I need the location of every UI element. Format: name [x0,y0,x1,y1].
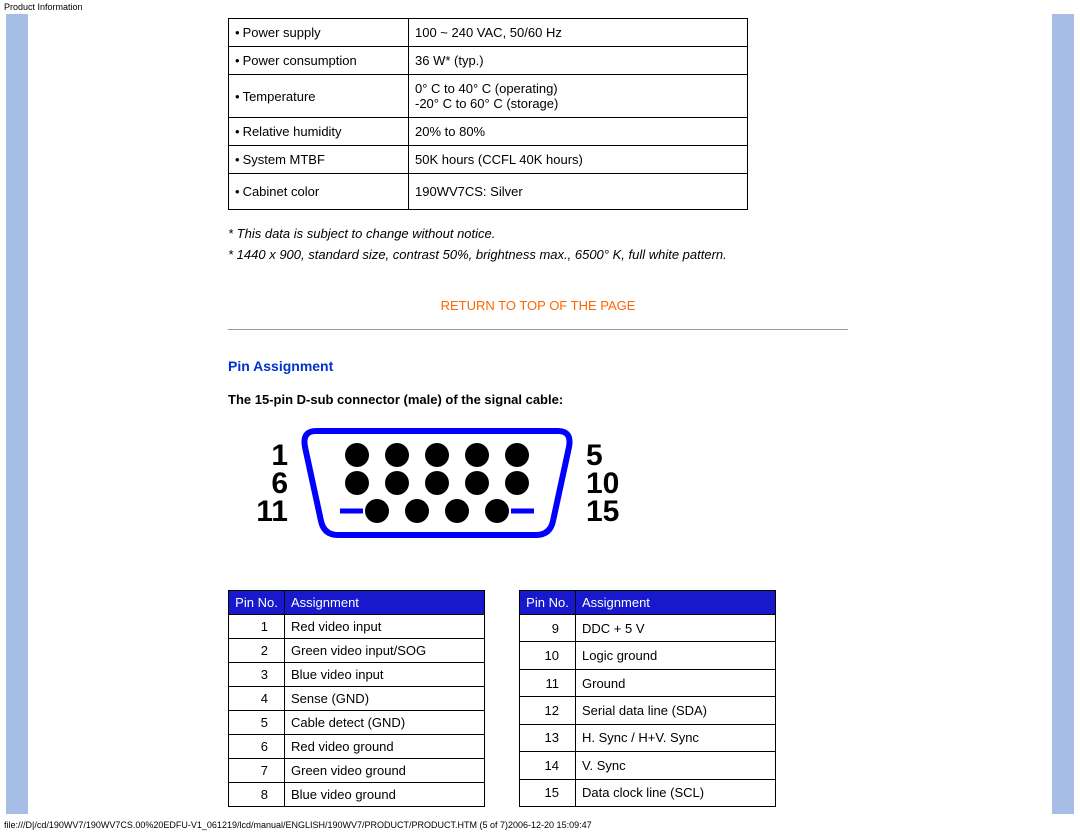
pin-assignment: Green video ground [285,759,485,783]
table-row: 9DDC + 5 V [520,615,776,642]
page-footer-text: file:///D|/cd/190WV7/190WV7CS.00%20EDFU-… [0,814,1080,832]
table-row: 11Ground [520,669,776,696]
note-line-2: * 1440 x 900, standard size, contrast 50… [228,247,1052,262]
pin-assignment: Sense (GND) [285,687,485,711]
page-header-text: Product Information [0,0,1080,14]
content-area: •Power supply100 ~ 240 VAC, 50/60 Hz•Pow… [28,14,1052,814]
section-divider [228,329,848,330]
table-row: 8Blue video ground [229,783,485,807]
pin-number: 15 [520,779,576,806]
page-layout: •Power supply100 ~ 240 VAC, 50/60 Hz•Pow… [6,14,1074,814]
pin-assignment: Blue video ground [285,783,485,807]
pin-assignment: V. Sync [576,752,776,779]
spec-label: •Temperature [229,75,409,118]
dsub-connector-diagram: 1 6 11 5 10 15 [238,417,1052,550]
table-row: •Temperature0° C to 40° C (operating) -2… [229,75,748,118]
pin-assignment: Green video input/SOG [285,639,485,663]
spec-label: •Power consumption [229,47,409,75]
pin-row-3 [365,499,509,523]
table-row: 1Red video input [229,615,485,639]
spec-label: •Relative humidity [229,118,409,146]
table-header-row: Pin No. Assignment [229,591,485,615]
spec-label: •Cabinet color [229,174,409,210]
pin-number: 5 [229,711,285,735]
pin-assignment: Red video ground [285,735,485,759]
pin-tables-wrap: Pin No. Assignment 1Red video input2Gree… [228,590,1052,807]
table-row: •Power consumption36 W* (typ.) [229,47,748,75]
spec-value: 100 ~ 240 VAC, 50/60 Hz [409,19,748,47]
table-row: 10Logic ground [520,642,776,669]
pin-number: 8 [229,783,285,807]
note-line-1: * This data is subject to change without… [228,226,1052,241]
connector-svg: 1 6 11 5 10 15 [238,417,638,547]
pin-assignment-title: Pin Assignment [228,358,1052,374]
table-row: 5Cable detect (GND) [229,711,485,735]
pin-number: 1 [229,615,285,639]
return-to-top-anchor[interactable]: RETURN TO TOP OF THE PAGE [441,298,636,313]
connector-subheading: The 15-pin D-sub connector (male) of the… [228,392,1052,407]
pin-number: 4 [229,687,285,711]
pin-label-15: 15 [586,495,619,528]
pin-number: 12 [520,697,576,724]
table-row: 7Green video ground [229,759,485,783]
pin-table-right: Pin No. Assignment 9DDC + 5 V10Logic gro… [519,590,776,807]
pin-assignment: DDC + 5 V [576,615,776,642]
notes-block: * This data is subject to change without… [228,226,1052,262]
spec-label: •Power supply [229,19,409,47]
table-row: 3Blue video input [229,663,485,687]
sidebar-left [6,14,28,814]
pin-number: 14 [520,752,576,779]
table-row: •System MTBF50K hours (CCFL 40K hours) [229,146,748,174]
table-header-row: Pin No. Assignment [520,591,776,615]
table-row: 12Serial data line (SDA) [520,697,776,724]
table-row: •Relative humidity20% to 80% [229,118,748,146]
pin-number: 7 [229,759,285,783]
spec-label: •System MTBF [229,146,409,174]
spec-value: 36 W* (typ.) [409,47,748,75]
pin-number: 13 [520,724,576,751]
col-pin-no: Pin No. [229,591,285,615]
pin-number: 9 [520,615,576,642]
table-row: 14V. Sync [520,752,776,779]
table-row: 2Green video input/SOG [229,639,485,663]
spec-value: 190WV7CS: Silver [409,174,748,210]
pin-assignment: Red video input [285,615,485,639]
table-row: 13H. Sync / H+V. Sync [520,724,776,751]
pin-label-11: 11 [256,495,288,528]
table-row: 4Sense (GND) [229,687,485,711]
pin-row-1 [345,443,529,467]
sidebar-right [1052,14,1074,814]
pin-number: 11 [520,669,576,696]
col-assignment: Assignment [285,591,485,615]
col-pin-no: Pin No. [520,591,576,615]
pin-assignment: Data clock line (SCL) [576,779,776,806]
pin-number: 2 [229,639,285,663]
spec-value: 50K hours (CCFL 40K hours) [409,146,748,174]
pin-row-2 [345,471,529,495]
spec-table: •Power supply100 ~ 240 VAC, 50/60 Hz•Pow… [228,18,748,210]
table-row: 15Data clock line (SCL) [520,779,776,806]
pin-assignment: H. Sync / H+V. Sync [576,724,776,751]
col-assignment: Assignment [576,591,776,615]
pin-assignment: Blue video input [285,663,485,687]
table-row: •Cabinet color190WV7CS: Silver [229,174,748,210]
pin-assignment: Serial data line (SDA) [576,697,776,724]
pin-number: 10 [520,642,576,669]
table-row: •Power supply100 ~ 240 VAC, 50/60 Hz [229,19,748,47]
pin-number: 6 [229,735,285,759]
pin-table-left: Pin No. Assignment 1Red video input2Gree… [228,590,485,807]
spec-value: 0° C to 40° C (operating) -20° C to 60° … [409,75,748,118]
return-to-top-link[interactable]: RETURN TO TOP OF THE PAGE [228,298,848,313]
pin-assignment: Ground [576,669,776,696]
pin-number: 3 [229,663,285,687]
pin-assignment: Logic ground [576,642,776,669]
spec-value: 20% to 80% [409,118,748,146]
pin-assignment: Cable detect (GND) [285,711,485,735]
table-row: 6Red video ground [229,735,485,759]
